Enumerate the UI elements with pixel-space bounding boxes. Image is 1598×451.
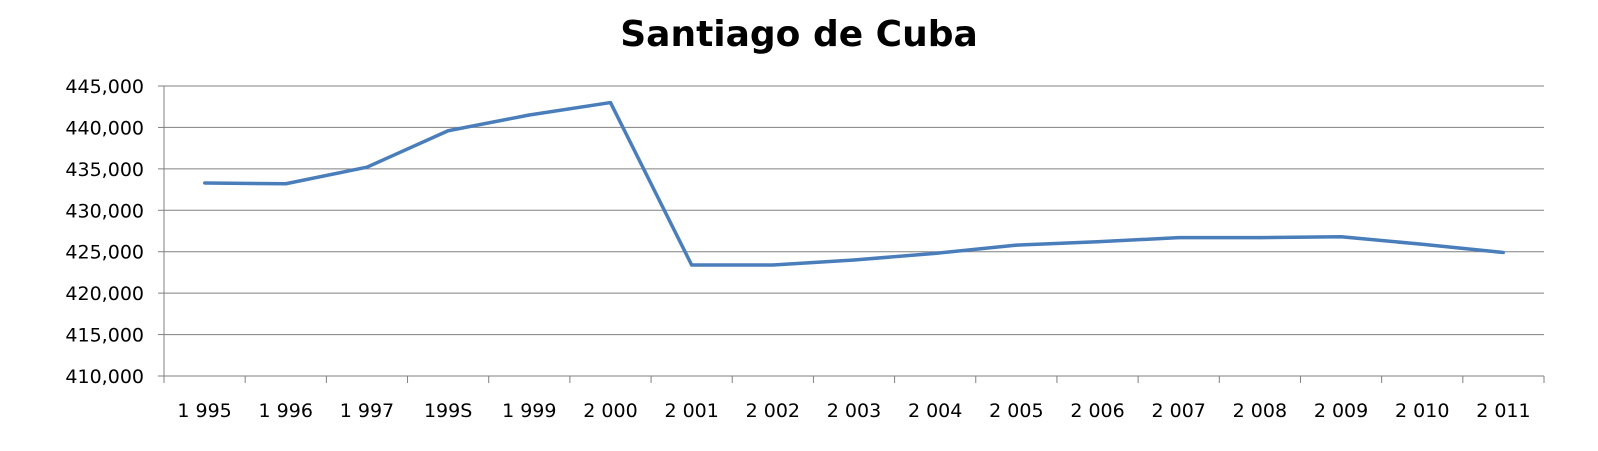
y-tick-label: 430,000 <box>65 200 144 222</box>
x-tick-label: 2 006 <box>1070 400 1124 422</box>
x-tick-label: 2 004 <box>908 400 962 422</box>
x-tick-label: 1 999 <box>502 400 556 422</box>
x-tick-label: 2 002 <box>746 400 800 422</box>
x-tick-label: 1 996 <box>259 400 313 422</box>
data-point <box>1095 240 1100 244</box>
data-point <box>446 129 450 133</box>
x-tick-label: 2 007 <box>1152 400 1206 422</box>
x-tick-label: 2 001 <box>664 400 718 422</box>
y-tick-label: 420,000 <box>65 283 144 305</box>
data-point <box>1501 250 1506 255</box>
data-point <box>1177 236 1181 240</box>
data-point <box>284 182 288 186</box>
x-tick-label: 2 000 <box>583 400 637 422</box>
data-point <box>1014 243 1018 247</box>
x-tick-label: 2 011 <box>1476 400 1530 422</box>
chart-title: Santiago de Cuba <box>620 14 978 55</box>
x-tick-label: 2 008 <box>1233 400 1287 422</box>
x-tick-label: 2 005 <box>989 400 1043 422</box>
data-point <box>365 165 369 169</box>
y-tick-label: 435,000 <box>65 159 144 181</box>
x-tick-label: 2 003 <box>827 400 881 422</box>
x-tick-label: 1 995 <box>177 400 231 422</box>
x-tick-label: 1 997 <box>340 400 394 422</box>
data-point <box>527 113 531 117</box>
x-tick-label: 2 010 <box>1395 400 1449 422</box>
data-point <box>1339 235 1343 239</box>
x-tick-label: 2 009 <box>1314 400 1368 422</box>
y-tick-label: 415,000 <box>65 325 144 347</box>
data-point <box>690 263 694 267</box>
y-tick-label: 410,000 <box>65 366 144 388</box>
data-point <box>1258 236 1262 240</box>
y-tick-label: 440,000 <box>65 117 144 139</box>
data-point <box>852 258 856 262</box>
y-tick-label: 425,000 <box>65 242 144 264</box>
y-tick-label: 445,000 <box>65 76 144 98</box>
data-point <box>933 251 937 255</box>
data-point <box>1420 242 1424 246</box>
data-point <box>202 181 207 185</box>
data-point <box>771 263 775 267</box>
x-tick-label: 199S <box>424 400 472 422</box>
data-point <box>608 100 613 105</box>
